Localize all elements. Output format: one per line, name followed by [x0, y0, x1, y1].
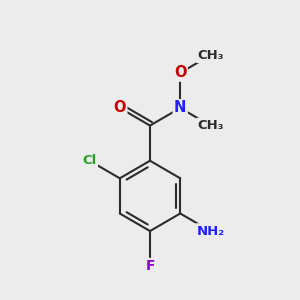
- Text: NH₂: NH₂: [196, 225, 224, 238]
- Text: CH₃: CH₃: [197, 49, 224, 62]
- Text: O: O: [174, 65, 187, 80]
- Text: Cl: Cl: [82, 154, 97, 167]
- Text: CH₃: CH₃: [197, 119, 224, 132]
- Text: O: O: [113, 100, 126, 116]
- Text: F: F: [145, 259, 155, 273]
- Text: N: N: [174, 100, 186, 116]
